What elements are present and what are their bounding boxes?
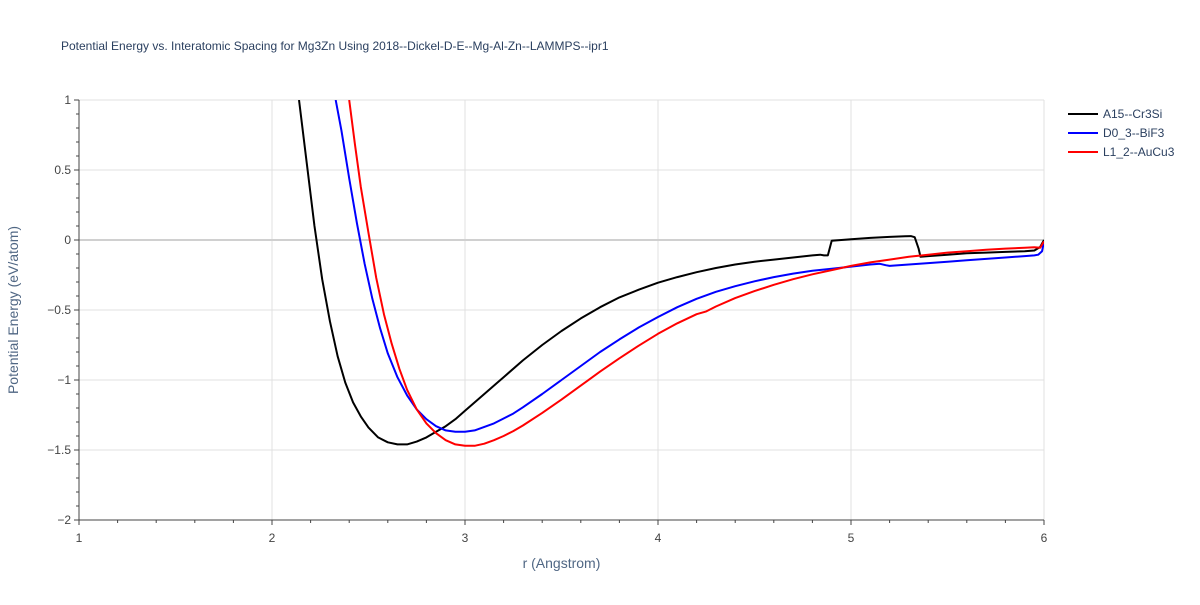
y-tick-label: −1 (57, 373, 71, 387)
x-tick-label: 1 (76, 531, 83, 545)
x-tick-label: 2 (269, 531, 276, 545)
chart-title: Potential Energy vs. Interatomic Spacing… (61, 39, 609, 53)
legend-label-a15: A15--Cr3Si (1103, 107, 1162, 121)
legend-label-l12: L1_2--AuCu3 (1103, 145, 1175, 159)
x-tick-label: 4 (655, 531, 662, 545)
y-tick-label: 0 (64, 233, 71, 247)
y-tick-label: −1.5 (47, 443, 71, 457)
legend-item-a15[interactable]: A15--Cr3Si (1068, 107, 1162, 121)
series-line-d03[interactable] (334, 100, 1044, 433)
x-axis-title: r (Angstrom) (523, 555, 601, 571)
x-tick-label: 5 (848, 531, 855, 545)
series-line-a15[interactable] (298, 100, 1044, 446)
x-tick-label: 3 (462, 531, 469, 545)
legend: A15--Cr3Si D0_3--BiF3 L1_2--AuCu3 (1068, 107, 1175, 159)
y-axis-title: Potential Energy (eV/atom) (5, 226, 21, 394)
y-tick-label: 0.5 (54, 163, 71, 177)
legend-label-d03: D0_3--BiF3 (1103, 126, 1165, 140)
legend-item-d03[interactable]: D0_3--BiF3 (1068, 126, 1165, 140)
axis-layer (74, 99, 1045, 525)
x-tick-label: 6 (1041, 531, 1048, 545)
series-line-l12[interactable] (348, 100, 1044, 447)
y-tick-label: 1 (64, 93, 71, 107)
legend-item-l12[interactable]: L1_2--AuCu3 (1068, 145, 1175, 159)
y-tick-label: −2 (57, 513, 71, 527)
grid-layer (79, 99, 1045, 520)
series-layer (298, 100, 1044, 447)
y-tick-label: −0.5 (47, 303, 71, 317)
tick-label-layer: 1 2 3 4 5 6 −2 −1.5 −1 −0.5 0 0.5 1 (47, 93, 1047, 545)
